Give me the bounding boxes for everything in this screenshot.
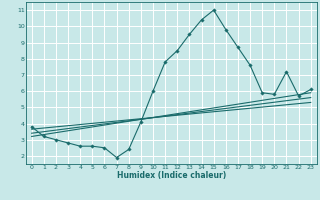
- X-axis label: Humidex (Indice chaleur): Humidex (Indice chaleur): [116, 171, 226, 180]
